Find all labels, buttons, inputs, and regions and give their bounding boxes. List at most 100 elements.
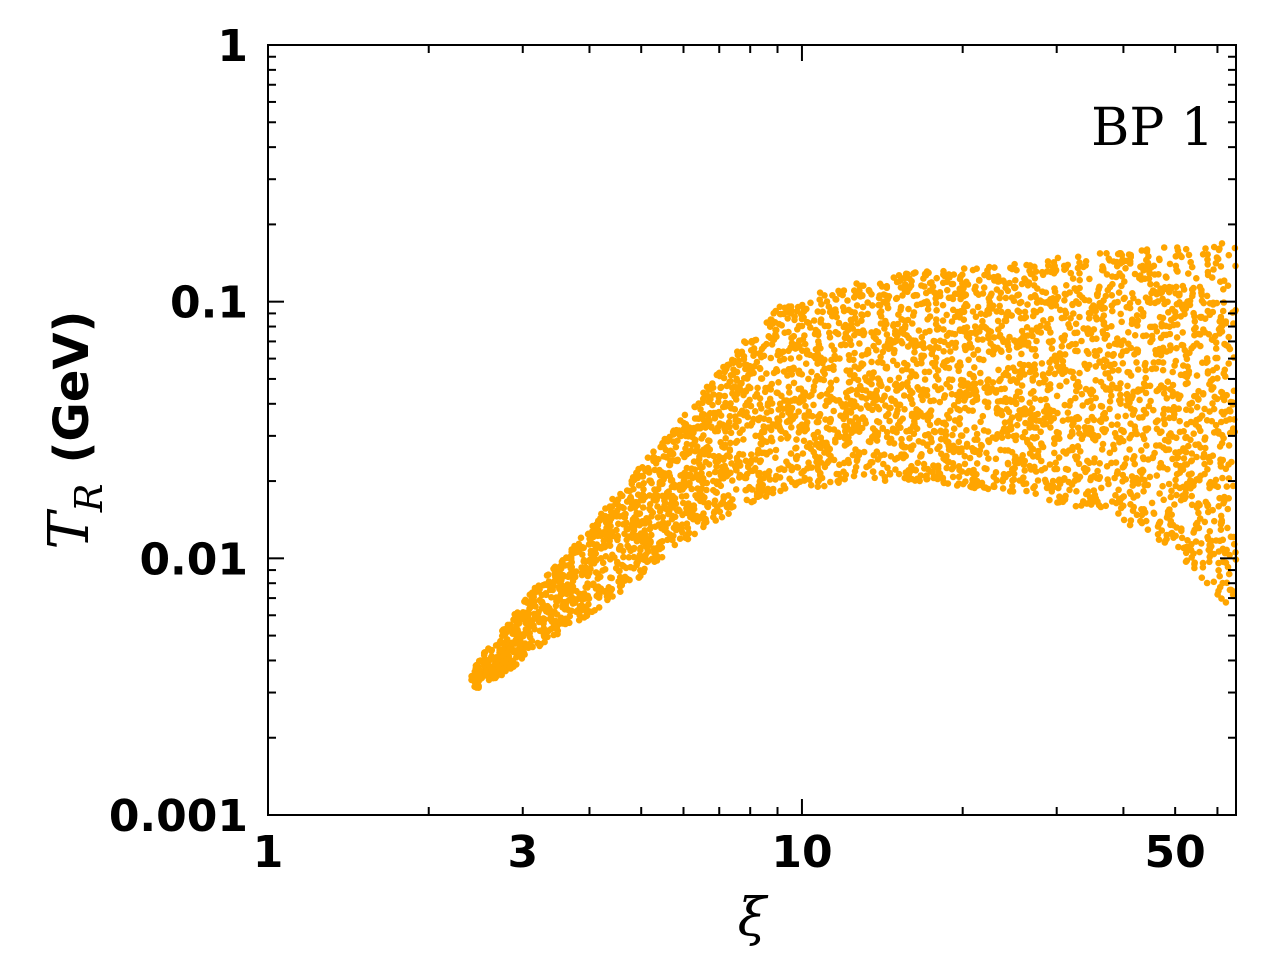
- scatter-point: [910, 371, 917, 379]
- scatter-point: [827, 478, 834, 486]
- scatter-point: [989, 434, 996, 441]
- scatter-point: [1178, 534, 1186, 542]
- scatter-point: [681, 427, 688, 434]
- scatter-point: [1002, 473, 1009, 481]
- scatter-point: [790, 365, 797, 373]
- scatter-point: [962, 300, 970, 308]
- scatter-point: [1183, 406, 1190, 414]
- scatter-point: [1007, 425, 1015, 433]
- scatter-point: [865, 403, 872, 410]
- scatter-point: [961, 460, 969, 468]
- scatter-point: [869, 425, 877, 432]
- scatter-point: [798, 371, 806, 378]
- scatter-point: [1146, 295, 1153, 303]
- scatter-point: [921, 465, 928, 472]
- scatter-point: [851, 349, 858, 357]
- scatter-point: [1057, 382, 1064, 390]
- scatter-point: [569, 583, 577, 590]
- scatter-point: [1164, 378, 1172, 386]
- scatter-point: [577, 534, 585, 542]
- scatter-point: [1163, 274, 1170, 281]
- scatter-point: [921, 368, 929, 376]
- scatter-point: [1139, 312, 1147, 320]
- scatter-point: [1004, 342, 1012, 349]
- scatter-point: [835, 470, 842, 478]
- scatter-point: [1216, 494, 1223, 502]
- scatter-point: [1198, 289, 1205, 297]
- scatter-point: [934, 475, 941, 483]
- scatter-point: [792, 445, 799, 452]
- scatter-point: [1219, 307, 1227, 315]
- scatter-point: [1224, 505, 1232, 513]
- scatter-point: [1131, 332, 1139, 339]
- scatter-point: [1160, 416, 1168, 423]
- scatter-point: [1131, 423, 1139, 430]
- scatter-point: [1076, 259, 1083, 267]
- scatter-point: [908, 446, 915, 453]
- scatter-point: [816, 296, 823, 304]
- scatter-point: [1220, 277, 1228, 285]
- scatter-point: [582, 564, 589, 571]
- scatter-point: [983, 449, 990, 457]
- scatter-point: [572, 544, 580, 552]
- scatter-point: [1028, 364, 1035, 371]
- scatter-point: [908, 475, 916, 483]
- scatter-point: [736, 474, 743, 481]
- scatter-point: [981, 465, 988, 472]
- scatter-point: [634, 491, 642, 499]
- scatter-point: [1142, 366, 1149, 374]
- scatter-point: [595, 604, 603, 611]
- scatter-point: [1067, 315, 1074, 322]
- scatter-point: [1166, 283, 1173, 291]
- scatter-point: [765, 333, 772, 340]
- scatter-point: [1219, 474, 1226, 482]
- scatter-point: [936, 443, 943, 450]
- scatter-point: [499, 627, 506, 635]
- scatter-point: [810, 401, 817, 409]
- scatter-point: [1131, 270, 1139, 278]
- scatter-point: [1016, 374, 1024, 381]
- scatter-point: [950, 425, 958, 433]
- scatter-point: [733, 467, 740, 474]
- scatter-point: [1195, 509, 1202, 517]
- scatter-point: [957, 432, 965, 439]
- scatter-point: [862, 374, 869, 381]
- scatter-point: [1096, 283, 1103, 291]
- scatter-point: [1026, 424, 1033, 431]
- scatter-point: [1090, 431, 1098, 439]
- scatter-point: [1129, 290, 1136, 297]
- scatter-point: [1012, 436, 1019, 444]
- scatter-point: [683, 440, 691, 448]
- scatter-point: [1144, 481, 1152, 489]
- scatter-point: [614, 496, 622, 503]
- scatter-point: [776, 303, 784, 311]
- scatter-point: [666, 451, 673, 458]
- scatter-point: [1002, 284, 1009, 292]
- scatter-point: [851, 309, 858, 316]
- scatter-point: [781, 304, 789, 312]
- scatter-point: [710, 452, 717, 460]
- scatter-point: [1047, 315, 1055, 323]
- scatter-point: [862, 419, 869, 427]
- scatter-point: [693, 415, 701, 422]
- scatter-point: [528, 637, 536, 645]
- scatter-point: [832, 296, 840, 303]
- scatter-point: [1156, 256, 1163, 264]
- scatter-point: [1074, 424, 1082, 432]
- scatter-point: [1013, 379, 1021, 386]
- scatter-point: [596, 591, 603, 598]
- scatter-point: [1080, 499, 1087, 507]
- scatter-point: [1094, 467, 1101, 475]
- scatter-point: [1229, 482, 1237, 490]
- scatter-point: [1222, 320, 1229, 327]
- scatter-point: [886, 439, 893, 446]
- scatter-point: [1164, 508, 1172, 515]
- scatter-point: [870, 342, 877, 350]
- scatter-point: [1193, 403, 1201, 411]
- scatter-point: [1082, 385, 1090, 393]
- scatter-point: [639, 504, 647, 511]
- scatter-point: [606, 532, 614, 539]
- scatter-point: [973, 460, 981, 467]
- scatter-point: [1119, 471, 1127, 479]
- scatter-point: [588, 608, 596, 616]
